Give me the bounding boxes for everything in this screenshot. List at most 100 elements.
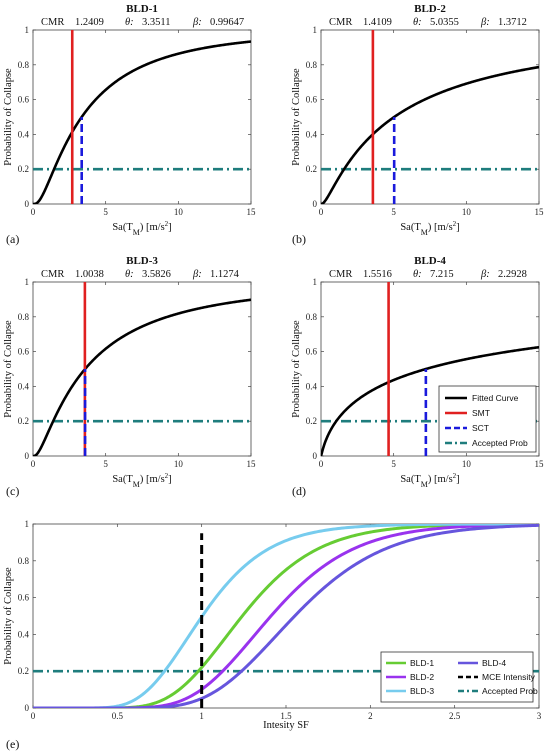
x-axis-label-sup: 2 [165,472,169,480]
fitted-curve [33,40,251,204]
legend-box [380,651,534,703]
x-tick-label: 0 [319,207,324,217]
y-tick-label: 0.4 [306,129,318,139]
x-axis-label-sub: M [421,480,428,489]
x-tick-label: 15 [247,207,257,217]
beta-value: 2.2928 [498,269,527,280]
beta-label: β: [192,269,202,280]
x-axis-label-part: ] [168,474,172,485]
x-axis-label: Sa(TM) [m/s2] [112,472,171,489]
x-tick-label: 5 [103,207,108,217]
x-tick-label: 0 [31,459,36,469]
x-axis-label-part: ) [m/s [140,474,165,485]
y-tick-label: 1 [313,25,318,35]
y-tick-label: 0.6 [306,95,318,105]
y-tick-label: 0.6 [306,347,318,357]
x-tick-label: 10 [462,459,472,469]
x-axis-label-part: ] [456,474,460,485]
x-tick-label: 5 [391,459,396,469]
cmr-value: 1.0038 [75,269,104,280]
theta-label: θ: [413,269,422,280]
x-axis-label: Sa(TM) [m/s2] [400,220,459,237]
y-tick-label: 0 [313,199,318,209]
x-axis-label-part: Sa(T [112,474,133,485]
legend-fitted-curve-label: Fitted Curve [472,393,519,403]
legend-accepted-prob-label: Accepted Prob [472,438,528,448]
theta-value: 7.215 [430,269,454,280]
x-tick-label: 10 [174,459,184,469]
legend-smt-label: SMT [472,408,490,418]
beta-value: 1.3712 [498,17,527,28]
x-axis-label-part: ] [168,222,172,233]
x-axis-label: Sa(TM) [m/s2] [400,472,459,489]
panel-label: (b) [292,232,306,246]
y-tick-label: 0 [25,703,30,713]
panel-d: 0 5 10 15 0 0.2 0.4 0.6 0.8 1 Probability of Colla… [291,255,544,498]
x-axis-label-sub: M [133,480,140,489]
x-tick-label: 0 [319,459,324,469]
y-axis-label: Probability of Collapse [291,320,302,418]
x-tick-label: 0 [31,711,36,721]
y-tick-label: 0.4 [306,381,318,391]
y-tick-label: 0.8 [18,312,30,322]
x-axis-label-part: Sa(T [400,222,421,233]
legend-accepted-prob-label: Accepted Prob [482,686,538,696]
beta-label: β: [480,17,490,28]
plot-frame [320,29,540,205]
x-axis-label-sup: 2 [165,220,169,228]
legend-bld-3-label: BLD-3 [410,686,434,696]
x-tick-label: 5 [103,459,108,469]
y-tick-label: 0.8 [306,60,318,70]
beta-value: 0.99647 [210,17,244,28]
panel-title: BLD-3 [126,255,158,267]
curve-bld-3 [33,524,539,708]
y-tick-label: 0.6 [18,347,30,357]
panel-label: (a) [6,232,19,246]
panel-label: (d) [292,484,306,498]
y-tick-label: 0.6 [18,95,30,105]
beta-label: β: [480,269,490,280]
y-tick-label: 0.8 [18,60,30,70]
x-axis-label-sup: 2 [453,220,457,228]
y-tick-label: 0 [25,451,30,461]
x-tick-label: 0.5 [112,711,124,721]
panel-e: 0 0.5 1 1.5 2 2.5 3 0 0.2 0.4 0.6 0.8 1 Probability o… [3,519,542,751]
fitted-curve [33,298,251,456]
cmr-label: CMR [41,17,64,28]
theta-label: θ: [413,17,422,28]
plot-frame [32,281,252,457]
cmr-label: CMR [329,17,352,28]
x-tick-label: 5 [391,207,396,217]
panel-title: BLD-4 [414,255,446,267]
panel-label: (c) [6,484,19,498]
y-tick-label: 0.6 [18,593,30,603]
y-tick-label: 1 [25,519,30,529]
y-tick-label: 0.2 [18,666,29,676]
y-tick-label: 0 [313,451,318,461]
beta-label: β: [192,17,202,28]
legend-bld-1-label: BLD-1 [410,658,434,668]
y-tick-label: 1 [313,277,318,287]
x-axis-label-sup: 2 [453,472,457,480]
x-tick-label: 1 [199,711,204,721]
y-tick-label: 0.4 [18,381,30,391]
y-tick-label: 0.2 [306,164,317,174]
plot-frame [320,281,540,457]
x-axis-label: Sa(TM) [m/s2] [112,220,171,237]
x-tick-label: 10 [462,207,472,217]
panel-b: 0 5 10 15 0 0.2 0.4 0.6 0.8 1 Probability of Colla… [291,3,544,246]
x-tick-label: 2.5 [449,711,461,721]
cmr-value: 1.2409 [75,17,104,28]
y-tick-label: 0.8 [18,556,30,566]
y-axis-label: Probability of Collapse [3,320,14,418]
x-axis-label-part: Sa(T [400,474,421,485]
plot-area [33,282,251,456]
theta-value: 3.5826 [142,269,171,280]
x-tick-label: 15 [535,459,545,469]
legend-bld-4-label: BLD-4 [482,658,506,668]
x-axis-label-part: ) [m/s [428,222,453,233]
x-tick-label: 15 [535,207,545,217]
x-tick-label: 2 [368,711,373,721]
x-axis-label-part: ) [m/s [428,474,453,485]
